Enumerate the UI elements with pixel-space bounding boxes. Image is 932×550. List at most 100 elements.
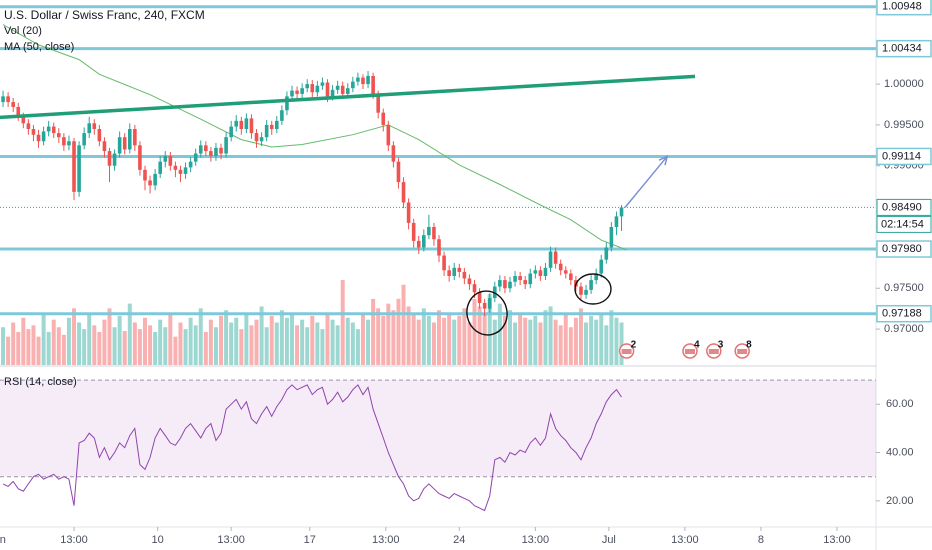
volume-bar [26,329,31,365]
x-tick-label: Jul [602,534,616,546]
candle-body [31,129,36,135]
event-label: 4 [694,340,700,351]
volume-bar [376,308,381,365]
volume-bar [36,336,41,365]
candle-body [543,267,548,276]
last-price-label: 0.98490 [882,201,922,213]
candle-body [487,298,492,309]
volume-bar [137,329,142,365]
volume-bar [442,317,447,365]
candle-body [320,82,325,86]
volume-bar [56,327,61,365]
candle-body [57,133,61,138]
level-label-box [876,147,932,166]
volume-bar [391,310,396,365]
trendline [0,74,696,120]
candle-body [168,155,173,166]
volume-bar [82,329,87,365]
volume-bar [279,310,284,365]
candle-body [325,82,330,97]
volume-bar [21,317,26,365]
volume-bar [148,325,153,365]
y-tick-label: 0.97000 [884,323,924,335]
x-tick-label: 13:00 [217,534,245,546]
candle-body [117,137,122,154]
level-label: 0.97188 [882,308,922,320]
candle-body [77,145,81,192]
volume-bar [426,315,431,365]
candle-body [102,141,107,152]
hand-drawn-circle [466,290,508,336]
volume-bar [87,313,92,365]
volume-bar [335,325,340,365]
volume-bar [411,313,416,365]
volume-bar [548,306,553,365]
volume-bar [244,313,249,365]
volume-bar [41,313,46,365]
y-tick-label: 0.99500 [884,119,924,131]
rsi-tick-label: 60.00 [886,398,914,410]
candle-body [467,278,472,285]
candle-body [523,280,528,285]
candle-body [122,137,127,150]
volume-bar [568,327,573,365]
volume-bar [366,319,371,365]
volume-bar [173,336,178,365]
moving-average [2,24,627,251]
candle-body [614,216,619,228]
volume-bar [97,331,102,365]
rsi-band [0,380,876,477]
candle-body [21,116,26,124]
candle-body [366,75,370,85]
x-tick-label: 8 [758,534,764,546]
volume-bar [315,322,320,365]
volume-bar [457,315,462,365]
candle-body [477,292,482,303]
arrow-head [658,155,669,166]
candle-body [214,147,218,156]
rsi-legend: RSI (14, close) [4,376,77,388]
rsi-tick-label: 20.00 [886,495,914,507]
volume-bar [578,308,583,365]
candle-body [178,169,183,174]
candle-body [36,134,41,142]
volume-bar [584,322,589,365]
volume-bar [320,329,325,365]
hand-drawn-circle [574,273,612,305]
candle-body [133,129,137,146]
candle-body [315,85,320,93]
candle-body [163,155,168,162]
level-label: 0.97980 [882,243,922,255]
candle-body [295,90,299,94]
volume-bar [543,310,548,365]
volume-bar [513,322,518,365]
candle-body [513,275,517,282]
volume-bar [290,313,295,365]
volume-bar [563,313,568,365]
candle-body [234,120,239,127]
candle-body [584,289,588,295]
candle-body [528,273,533,285]
candle-body [345,88,350,94]
volume-bar [72,308,77,365]
candle-body [411,222,416,241]
candle-body [356,77,360,82]
volume-bar [492,319,497,365]
candle-body [609,227,614,248]
candle-body [594,273,598,281]
volume-bar [589,315,594,365]
candle-body [173,165,178,170]
candle-body [482,302,487,309]
x-tick-label: 13:00 [372,534,400,546]
candle-body [619,207,624,217]
candle-body [432,227,436,240]
candle-body [503,280,507,289]
level-label-box [876,0,932,16]
volume-bar [396,298,401,365]
candle-body [183,167,188,174]
volume-bar [254,319,259,365]
level-label-box [876,39,932,58]
candle-body [143,169,147,181]
